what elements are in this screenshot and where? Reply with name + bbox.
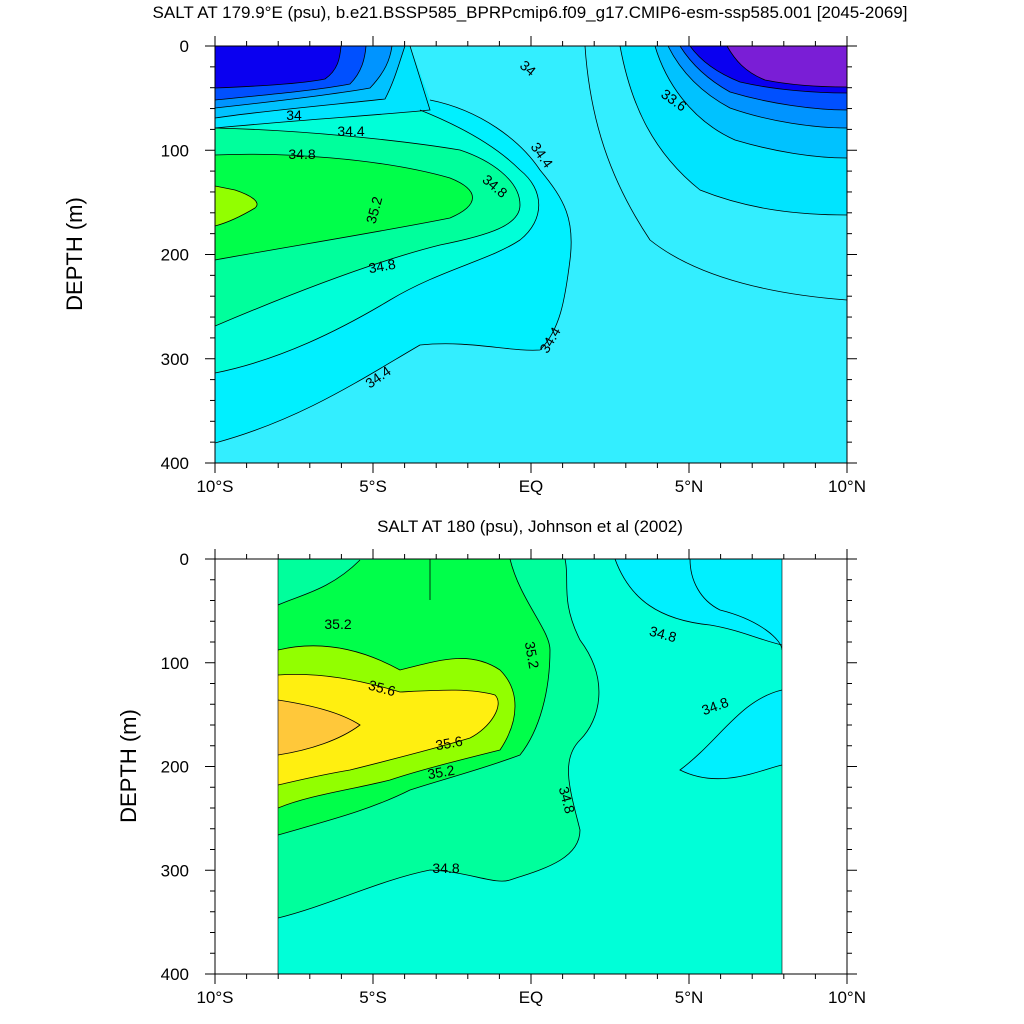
top-band-33-2 (727, 46, 847, 87)
svg-text:35.2: 35.2 (324, 616, 351, 632)
svg-text:35.2: 35.2 (426, 762, 456, 783)
top-ytick-label: 400 (161, 454, 189, 473)
top-band-33-8 (215, 46, 847, 128)
bottom-contour-label: 35.6 (367, 677, 398, 700)
bottom-contour-label: 34.8 (432, 860, 459, 876)
top-contour-label: 34.4 (337, 123, 364, 139)
bottom-xtick-label: 10°N (828, 988, 866, 1007)
svg-text:34.8: 34.8 (288, 146, 315, 162)
bottom-xtick-label: 5°N (675, 988, 704, 1007)
bottom-ytick-label: 300 (161, 861, 189, 880)
bottom-ytick-label: 200 (161, 758, 189, 777)
top-contour-fills (215, 46, 847, 463)
bottom-contour-label: 35.2 (324, 616, 351, 632)
svg-text:34.8: 34.8 (367, 256, 397, 277)
top-chart-title: SALT AT 179.9°E (psu), b.e21.BSSP585_BPR… (152, 3, 908, 22)
top-band-35-4 (215, 186, 258, 226)
svg-text:35.6: 35.6 (434, 733, 464, 754)
svg-text:35.2: 35.2 (363, 195, 386, 226)
bottom-xtick-label: 5°S (359, 988, 387, 1007)
top-xtick-label: 10°N (828, 477, 866, 496)
top-contour-label: 34 (517, 57, 539, 79)
bottom-contour-label: 34.8 (648, 623, 679, 646)
bottom-contour-label: 35.6 (434, 733, 464, 754)
top-contour-label: 34 (286, 107, 302, 123)
bottom-chart-title: SALT AT 180 (psu), Johnson et al (2002) (377, 517, 683, 536)
svg-text:34: 34 (286, 107, 302, 123)
top-ytick-label: 100 (161, 141, 189, 160)
top-band-35-2 (215, 154, 473, 260)
svg-text:34.4: 34.4 (337, 123, 364, 139)
bottom-axes: 10°S 5°S EQ 5°N 10°N 0 100 200 300 400 (161, 549, 866, 1007)
top-xtick-label: EQ (519, 477, 544, 496)
bottom-ylabel: DEPTH (m) (116, 709, 141, 823)
bottom-band-34-6 (615, 559, 782, 779)
svg-text:34.8: 34.8 (432, 860, 459, 876)
bottom-contour-label: 34.8 (556, 785, 579, 816)
top-ytick-label: 200 (161, 246, 189, 265)
top-xtick-label: 10°S (196, 477, 233, 496)
top-xtick-label: 5°N (675, 477, 704, 496)
bottom-ytick-label: 0 (180, 550, 189, 569)
bottom-contour-fills (278, 559, 782, 974)
svg-text:35.6: 35.6 (367, 677, 398, 700)
top-ytick-label: 300 (161, 350, 189, 369)
svg-text:35.2: 35.2 (522, 640, 543, 670)
bottom-ytick-label: 100 (161, 654, 189, 673)
bottom-contour-labels: 35.235.635.635.235.234.834.834.834.8 (324, 616, 730, 876)
bottom-band-35-8 (278, 700, 360, 755)
bottom-band-35-6 (278, 674, 499, 785)
top-contour-lines (215, 46, 847, 444)
top-contour-label: 34.8 (288, 146, 315, 162)
bottom-xtick-label: EQ (519, 988, 544, 1007)
bottom-contour-label: 35.2 (522, 640, 543, 670)
top-axes: 10°S 5°S EQ 5°N 10°N 0 100 200 300 400 (161, 36, 866, 496)
svg-text:34.8: 34.8 (648, 623, 679, 646)
top-ylabel: DEPTH (m) (62, 197, 87, 311)
bottom-contour-lines (278, 559, 782, 919)
top-contour-label: 35.2 (363, 195, 386, 226)
bottom-ytick-label: 400 (161, 965, 189, 984)
top-ytick-label: 0 (180, 37, 189, 56)
top-contour-label: 34.8 (367, 256, 397, 277)
bottom-contour-label: 35.2 (426, 762, 456, 783)
bottom-xtick-label: 10°S (196, 988, 233, 1007)
svg-text:34.8: 34.8 (556, 785, 579, 816)
top-xtick-label: 5°S (359, 477, 387, 496)
